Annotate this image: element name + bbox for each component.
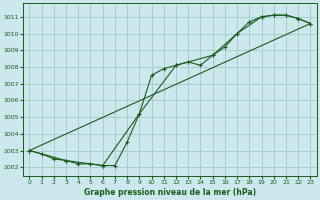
X-axis label: Graphe pression niveau de la mer (hPa): Graphe pression niveau de la mer (hPa): [84, 188, 256, 197]
